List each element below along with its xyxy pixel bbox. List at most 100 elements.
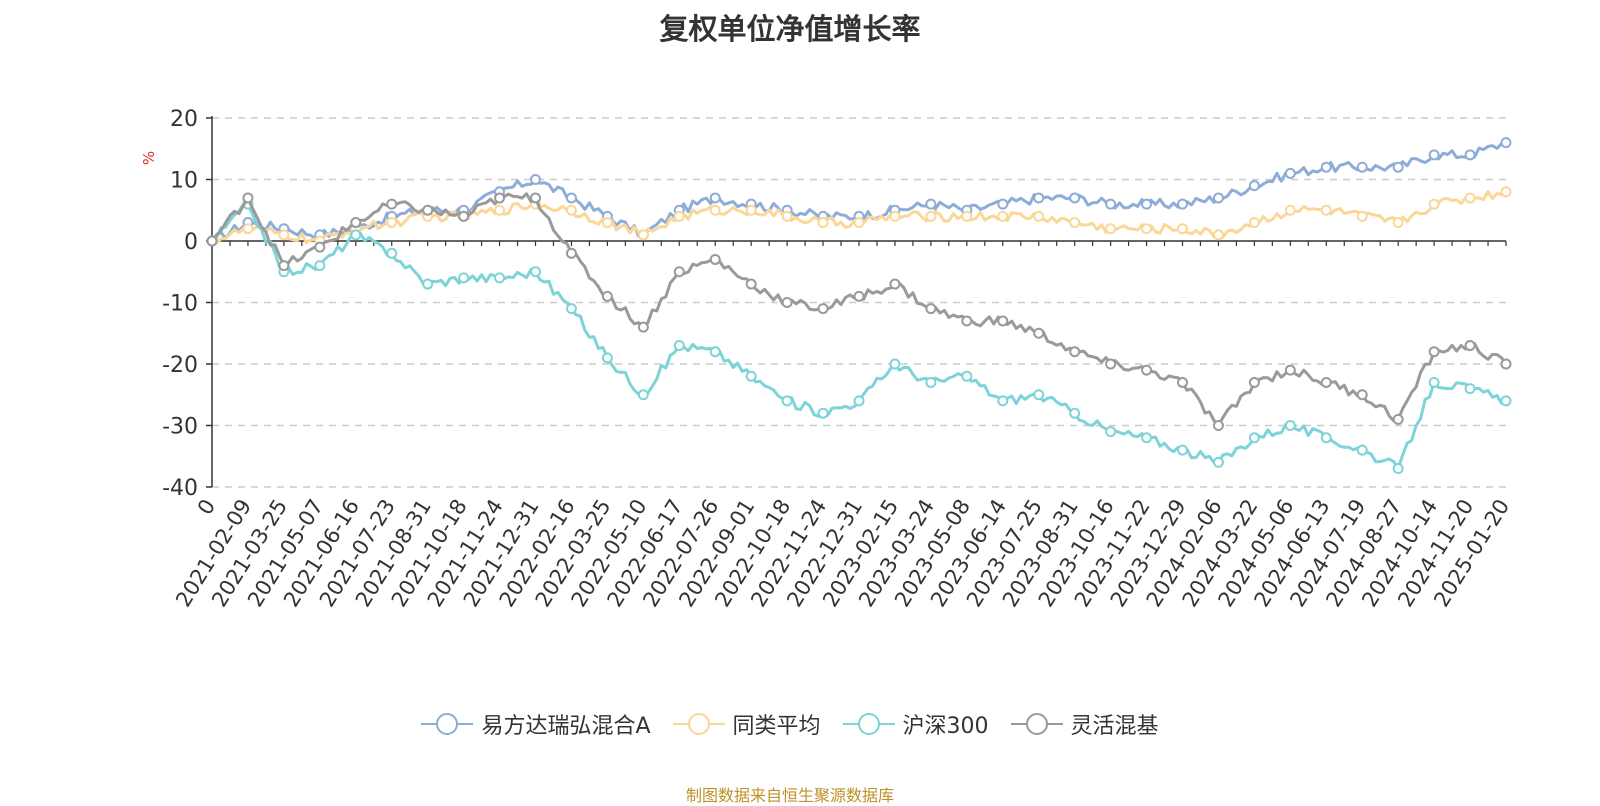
data-point-3-1 (242, 192, 254, 204)
data-point-1-27 (1177, 223, 1188, 235)
legend-item-1[interactable]: 同类平均 (672, 708, 821, 740)
data-point-3-35 (1464, 340, 1476, 352)
data-point-1-2 (278, 229, 290, 241)
data-point-0-24 (1069, 192, 1081, 204)
x-tick-labels: 02021-02-092021-03-252021-05-072021-06-1… (171, 495, 1514, 611)
data-point-3-10 (565, 247, 577, 259)
data-point-0-20 (925, 198, 937, 210)
data-point-3-21 (961, 315, 973, 327)
data-point-0-36 (1500, 137, 1512, 149)
data-point-3-18 (853, 290, 865, 302)
data-point-3-8 (494, 192, 506, 204)
data-point-1-22 (997, 210, 1009, 222)
data-point-3-33 (1392, 413, 1404, 425)
data-point-3-14 (709, 253, 721, 265)
data-point-1-16 (781, 210, 793, 222)
data-point-0-27 (1177, 198, 1188, 210)
data-point-1-30 (1284, 204, 1296, 216)
data-point-1-12 (637, 229, 649, 241)
legend: 易方达瑞弘混合A 同类平均 沪深300 灵活混基 (0, 708, 1580, 740)
data-point-3-15 (745, 278, 757, 290)
data-point-2-11 (601, 352, 613, 364)
data-point-3-17 (817, 303, 829, 315)
data-point-1-8 (494, 204, 506, 216)
data-point-0-32 (1356, 161, 1368, 173)
data-point-3-9 (530, 192, 541, 204)
legend-label: 易方达瑞弘混合A (481, 714, 651, 739)
data-point-3-29 (1248, 376, 1260, 388)
data-point-3-26 (1141, 364, 1153, 376)
data-point-3-0 (206, 235, 218, 247)
data-point-1-15 (745, 204, 757, 216)
data-point-3-22 (997, 315, 1009, 327)
data-point-3-12 (637, 321, 649, 333)
data-point-3-2 (278, 260, 290, 272)
data-point-1-1 (242, 223, 254, 235)
data-point-2-5 (386, 247, 398, 259)
y-tick-label-1: 10 (170, 169, 198, 194)
data-point-0-26 (1141, 198, 1153, 210)
data-point-2-9 (530, 266, 541, 278)
y-tick-label-2: 0 (184, 230, 198, 255)
data-point-3-13 (673, 266, 685, 278)
data-point-2-18 (853, 395, 865, 407)
data-point-0-14 (709, 192, 721, 204)
data-point-1-24 (1069, 217, 1081, 229)
data-point-0-31 (1320, 161, 1332, 173)
data-point-0-25 (1105, 198, 1117, 210)
data-point-3-4 (350, 217, 362, 229)
data-point-2-12 (637, 389, 649, 401)
y-tick-labels: 20 10 0 -10 -20 -30 -40 (162, 107, 198, 501)
data-point-1-29 (1248, 217, 1260, 229)
data-point-2-22 (997, 395, 1009, 407)
data-point-0-35 (1464, 149, 1476, 161)
legend-item-2[interactable]: 沪深300 (842, 708, 989, 740)
y-tick-label-0: 20 (170, 107, 198, 132)
data-point-3-7 (458, 210, 470, 222)
y-tick-label-4: -20 (162, 353, 198, 378)
legend-swatch-icon (1010, 713, 1063, 735)
data-point-2-36 (1500, 395, 1512, 407)
y-axis-unit-label: % (140, 151, 158, 165)
data-point-2-24 (1069, 407, 1081, 419)
data-point-1-32 (1356, 210, 1368, 222)
data-point-2-35 (1464, 383, 1476, 395)
data-point-2-27 (1177, 444, 1188, 456)
legend-swatch-icon (421, 713, 474, 735)
legend-label: 沪深300 (902, 714, 989, 739)
data-point-3-23 (1033, 327, 1045, 339)
data-point-1-17 (817, 217, 829, 229)
data-point-2-14 (709, 346, 721, 358)
data-point-2-8 (494, 272, 506, 284)
series-0 (206, 137, 1512, 247)
data-point-2-26 (1141, 432, 1153, 444)
data-point-1-33 (1392, 217, 1404, 229)
series-3 (206, 192, 1512, 431)
data-point-2-23 (1033, 389, 1045, 401)
data-point-1-5 (386, 217, 398, 229)
legend-label: 同类平均 (732, 714, 821, 739)
data-point-2-34 (1428, 376, 1440, 388)
chart-title: 复权单位净值增长率 (659, 12, 921, 46)
legend-label: 灵活混基 (1070, 714, 1159, 739)
data-point-1-18 (853, 217, 865, 229)
legend-item-0[interactable]: 易方达瑞弘混合A (421, 708, 651, 740)
data-point-2-16 (781, 395, 793, 407)
data-point-2-28 (1212, 456, 1224, 468)
data-point-1-36 (1500, 186, 1512, 198)
legend-swatch-icon (842, 713, 895, 735)
data-point-3-32 (1356, 389, 1368, 401)
data-point-2-25 (1105, 426, 1117, 438)
legend-item-3[interactable]: 灵活混基 (1010, 708, 1159, 740)
series-1 (206, 186, 1512, 247)
data-point-2-15 (745, 370, 757, 382)
legend-swatch-icon (672, 713, 725, 735)
data-point-3-31 (1320, 376, 1332, 388)
data-point-3-3 (314, 241, 326, 253)
data-point-2-32 (1356, 444, 1368, 456)
data-point-3-24 (1069, 346, 1081, 358)
data-point-1-26 (1141, 223, 1153, 235)
data-point-2-19 (889, 358, 901, 370)
data-point-3-16 (781, 297, 793, 308)
data-point-0-29 (1248, 180, 1260, 192)
